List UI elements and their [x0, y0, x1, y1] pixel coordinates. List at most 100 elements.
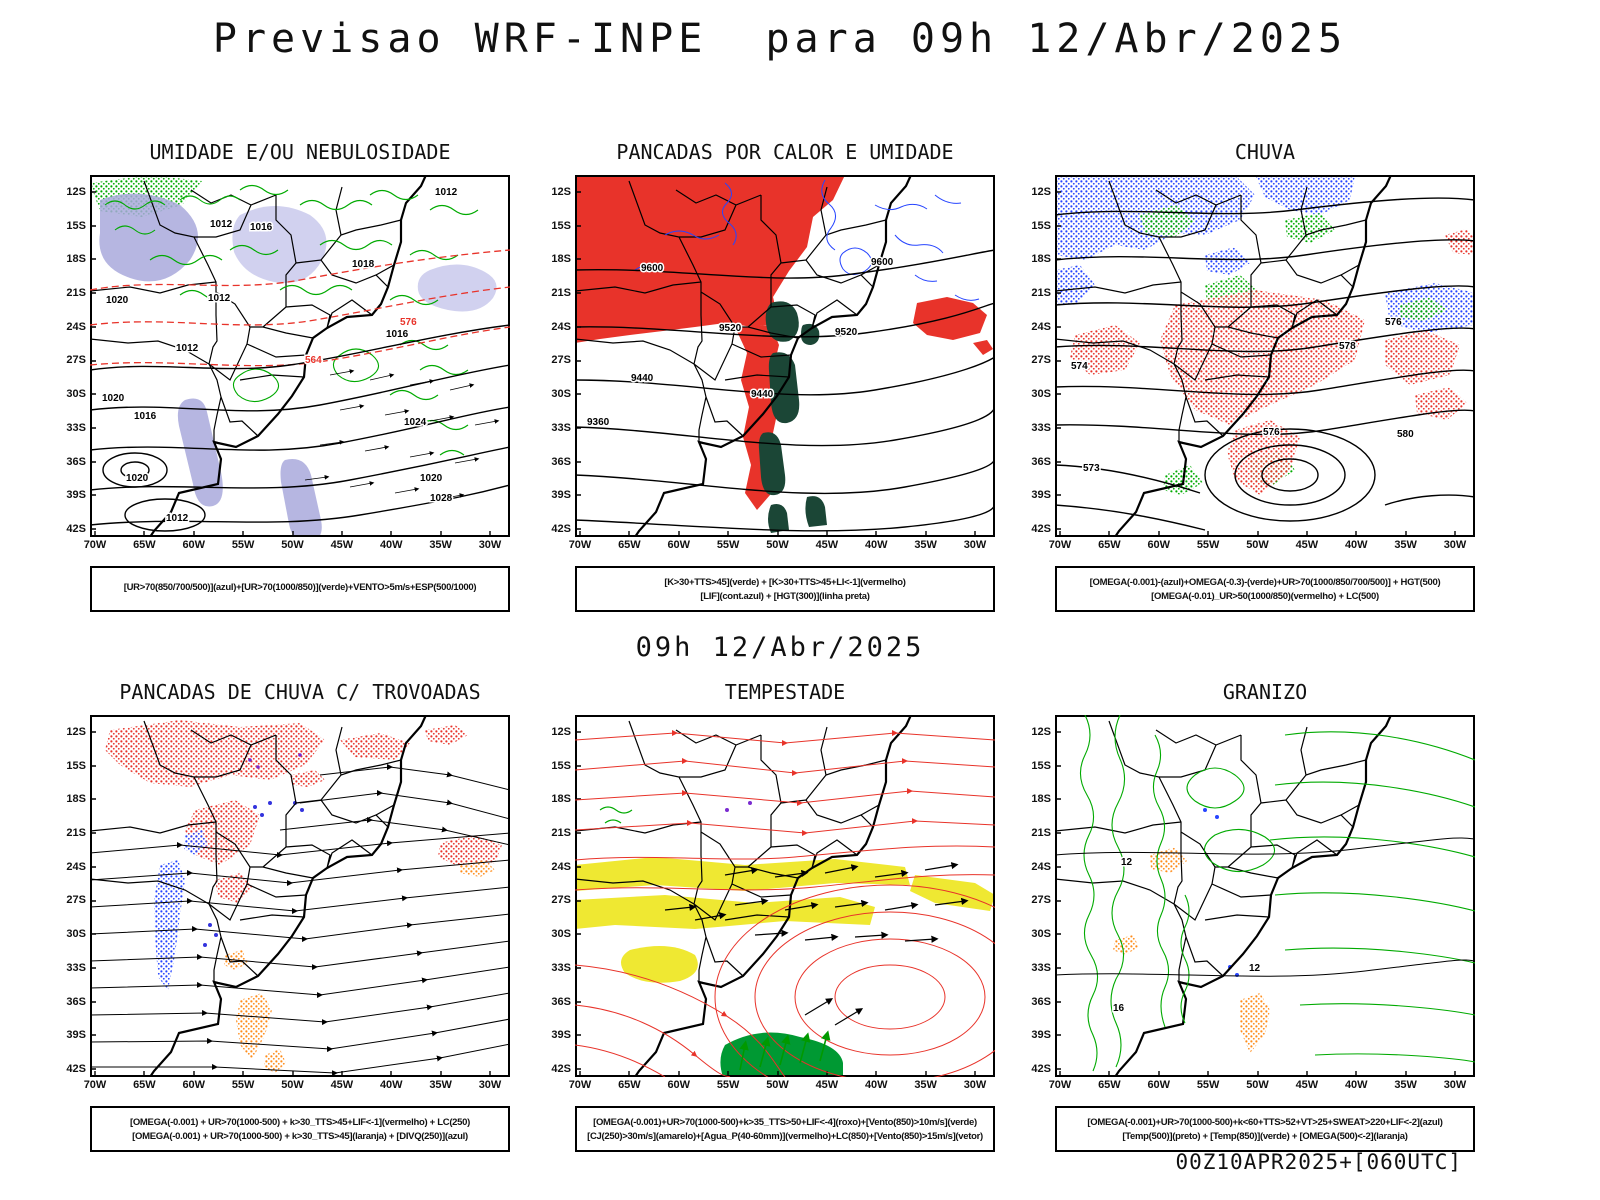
legend-box: [OMEGA(-0.001) + UR>70(1000-500) + k>30_…	[90, 1106, 510, 1152]
lat-tick-label: 12S	[1031, 186, 1051, 198]
lon-tick-label: 65W	[1098, 1079, 1121, 1091]
lat-tick-label: 15S	[551, 219, 571, 232]
svg-text:9520: 9520	[835, 327, 858, 338]
map-tempestade	[575, 715, 995, 1077]
panel-granizo: GRANIZO 12S 15S 18S 21S 24S 27S 30S 33S 36S 39S 42…	[1001, 680, 1481, 1168]
contour-labels: 576 578 574 576 580 573	[1070, 316, 1416, 476]
lon-tick-label: 30W	[478, 1079, 502, 1091]
legend-line: [K>30+TTS>45](verde) + [K>30+TTS>45+LI<-…	[664, 576, 906, 588]
svg-text:9600: 9600	[871, 257, 894, 268]
lon-tick-label: 35W	[1394, 1079, 1417, 1091]
map-granizo: 12 12 16	[1055, 715, 1475, 1077]
lat-tick-label: 30S	[1031, 388, 1051, 401]
lat-axis: 12S 15S 18S 21S 24S 27S 30S 33S 36S 39S 42S	[40, 725, 86, 1076]
svg-text:573: 573	[1083, 463, 1100, 474]
svg-text:12: 12	[1249, 963, 1261, 974]
svg-text:16: 16	[1113, 1003, 1125, 1014]
panel-title: GRANIZO	[1222, 680, 1308, 704]
svg-text:576: 576	[1385, 317, 1402, 328]
lat-axis: 12S 15S 18S 21S 24S 27S 30S 33S 36S 39S 42S	[40, 185, 86, 536]
svg-text:574: 574	[1071, 361, 1088, 372]
lon-tick-label: 45W	[815, 539, 839, 551]
overlay-storm-lines	[575, 729, 995, 1077]
lat-tick-label: 42S	[1031, 1062, 1051, 1075]
legend-line: [OMEGA(-0.001) + UR>70(1000-500) + k>30_…	[132, 1130, 468, 1142]
lat-tick-label: 27S	[66, 894, 86, 907]
overlay-hgt500-contours	[1055, 197, 1475, 531]
lat-tick-label: 42S	[66, 1062, 86, 1075]
lon-tick-label: 60W	[1147, 539, 1171, 551]
lat-tick-label: 15S	[1031, 759, 1051, 772]
lon-tick-label: 70W	[1048, 1079, 1072, 1091]
legend-box: [K>30+TTS>45](verde) + [K>30+TTS>45+LI<-…	[575, 566, 995, 612]
lat-tick-label: 30S	[551, 388, 571, 401]
lat-tick-label: 27S	[1031, 354, 1051, 367]
lat-tick-label: 33S	[66, 421, 86, 434]
lon-tick-label: 30W	[478, 539, 502, 551]
lon-tick-label: 55W	[1196, 1079, 1220, 1091]
lon-tick-label: 70W	[83, 1079, 107, 1091]
lat-tick-label: 36S	[66, 995, 86, 1008]
lat-tick-label: 27S	[551, 894, 571, 907]
lat-tick-label: 39S	[1031, 489, 1051, 502]
svg-text:1028: 1028	[430, 493, 453, 504]
lon-tick-label: 65W	[618, 1079, 641, 1091]
lat-tick-label: 24S	[551, 860, 571, 873]
lon-tick-label: 35W	[429, 1079, 452, 1091]
lon-tick-label: 30W	[1443, 539, 1467, 551]
legend-box: [UR>70(850/700/500)](azul)+[UR>70(1000/8…	[90, 566, 510, 612]
legend-box: [OMEGA(-0.001)-(azul)+OMEGA(-0.3)-(verde…	[1055, 566, 1475, 612]
lon-tick-label: 30W	[1443, 1079, 1467, 1091]
legend-line: [OMEGA(-0.001)+UR>70(1000-500)+k<60+TTS>…	[1087, 1116, 1443, 1128]
lat-tick-label: 33S	[1031, 421, 1051, 434]
svg-text:580: 580	[1397, 429, 1414, 440]
lat-tick-label: 18S	[66, 253, 86, 266]
lat-tick-label: 21S	[66, 827, 86, 840]
svg-text:1012: 1012	[208, 293, 231, 304]
legend-line: [OMEGA(-0.001)+UR>70(1000-500)+k>35_TTS>…	[593, 1116, 977, 1128]
lon-tick-label: 60W	[1147, 1079, 1171, 1091]
lat-tick-label: 42S	[1031, 522, 1051, 535]
lat-tick-label: 18S	[1031, 793, 1051, 806]
svg-text:564: 564	[305, 355, 322, 366]
page-title: Previsao WRF-INPE para 09h 12/Abr/2025	[212, 16, 1348, 62]
lon-axis: 70W 65W 60W 55W 50W 45W 40W 35W 30W	[1047, 539, 1468, 551]
legend-line: [UR>70(850/700/500)](azul)+[UR>70(1000/8…	[123, 582, 477, 593]
svg-text:9440: 9440	[631, 373, 654, 384]
lat-tick-label: 36S	[551, 455, 571, 468]
lat-tick-label: 33S	[551, 961, 571, 974]
lat-tick-label: 33S	[1031, 961, 1051, 974]
panel-chuva: CHUVA 12S 15S 18S 21S 24S 27S 30S 33S 36S 39S 42S	[1001, 140, 1481, 628]
svg-text:1020: 1020	[102, 393, 125, 404]
legend-box: [OMEGA(-0.001)+UR>70(1000-500)+k<60+TTS>…	[1055, 1106, 1475, 1152]
run-timestamp: 00Z10APR2025+[060UTC]	[1175, 1150, 1462, 1174]
lat-tick-label: 12S	[66, 186, 86, 198]
lat-tick-label: 39S	[66, 489, 86, 502]
svg-text:12: 12	[1121, 857, 1133, 868]
svg-text:576: 576	[400, 317, 417, 328]
svg-text:1012: 1012	[166, 513, 189, 524]
lon-tick-label: 65W	[133, 1079, 156, 1091]
lat-tick-label: 30S	[66, 928, 86, 941]
lon-tick-label: 45W	[1295, 1079, 1319, 1091]
lon-axis: 70W 65W 60W 55W 50W 45W 40W 35W 30W	[567, 539, 988, 551]
panel-title: TEMPESTADE	[724, 680, 846, 704]
lon-tick-label: 30W	[963, 539, 987, 551]
map-pancadas-trovoadas	[90, 715, 510, 1077]
svg-text:1012: 1012	[176, 343, 199, 354]
lat-tick-label: 42S	[66, 522, 86, 535]
lat-tick-label: 30S	[1031, 928, 1051, 941]
lon-tick-label: 45W	[815, 1079, 839, 1091]
lon-tick-label: 45W	[330, 539, 354, 551]
lat-tick-label: 39S	[551, 1029, 571, 1042]
lon-tick-label: 30W	[963, 1079, 987, 1091]
map-pancadas-calor: 9600 9600 9520 9520 9440 9360 9440	[575, 175, 995, 537]
lon-tick-label: 40W	[864, 1079, 888, 1091]
legend-line: [Temp(500)](preto) + [Temp(850)](verde) …	[1122, 1130, 1408, 1142]
legend-line: [LIF](cont.azul) + [HGT(300)](linha pret…	[700, 590, 870, 602]
lon-tick-label: 60W	[667, 539, 691, 551]
svg-text:1024: 1024	[404, 417, 427, 428]
lat-tick-label: 30S	[551, 928, 571, 941]
lon-tick-label: 65W	[618, 539, 641, 551]
